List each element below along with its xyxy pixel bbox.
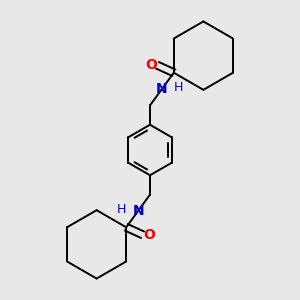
Text: O: O <box>143 228 155 242</box>
Text: H: H <box>173 81 183 94</box>
Text: N: N <box>156 82 168 96</box>
Text: O: O <box>145 58 157 72</box>
Text: N: N <box>132 204 144 218</box>
Text: H: H <box>117 203 127 216</box>
